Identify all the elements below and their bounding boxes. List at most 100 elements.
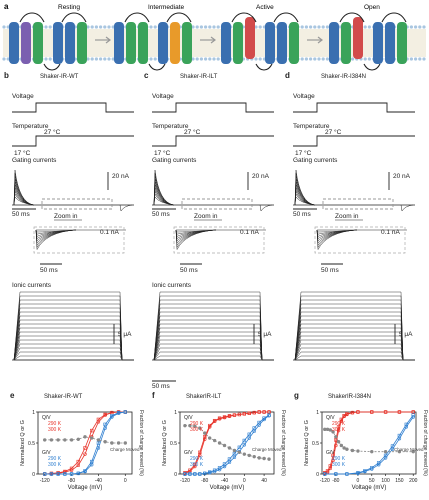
panel-letter: g (294, 391, 299, 400)
ionic-current-trace (294, 315, 415, 361)
ionic-current-trace (13, 339, 134, 361)
temperature-label: Temperature (12, 123, 49, 130)
ionic-time-scale: 50 ms (152, 383, 170, 390)
ionic-scale-label: 5 μA (258, 331, 272, 338)
x-tick-label: -40 (95, 478, 102, 484)
legend-entry: 290 K (332, 456, 346, 462)
data-point (334, 443, 338, 448)
data-point (69, 472, 74, 476)
lipid-head (367, 57, 371, 61)
temperature-trace (152, 135, 274, 147)
ionic-current-trace (13, 355, 134, 361)
data-point (96, 420, 101, 424)
data-point (334, 472, 338, 476)
zoom-frame (173, 226, 265, 254)
x-axis-label: Voltage (mV) (210, 485, 245, 491)
temperature-high: 27 °C (44, 128, 61, 136)
data-point (83, 469, 87, 474)
helix (170, 22, 180, 64)
linker-loop (381, 12, 407, 23)
temperature-low: 17 °C (154, 149, 171, 157)
data-point (83, 452, 87, 456)
data-point (43, 438, 47, 442)
y-tick-label: 1 (174, 410, 177, 416)
voltage-protocol-trace (293, 102, 415, 113)
lipid-head (304, 25, 308, 29)
data-point (252, 410, 256, 415)
data-point (103, 440, 107, 444)
data-point (193, 472, 197, 476)
data-point (227, 457, 232, 461)
zoom-frame (33, 226, 125, 254)
gating-time-scale: 50 ms (12, 211, 30, 218)
gating-currents-label: Gating currents (293, 157, 338, 164)
data-point (397, 436, 402, 441)
y2-axis-label: Fraction of charge moved (%) (280, 410, 286, 476)
state-label-active: Active (256, 4, 274, 11)
y-tick-label: 1 (32, 410, 35, 416)
data-point (183, 472, 187, 476)
lipid-head (195, 57, 199, 61)
data-point (203, 471, 207, 476)
gating-current-trace (294, 169, 316, 206)
data-point (96, 438, 101, 442)
legend-entry: 300 K (332, 427, 346, 433)
data-point (411, 415, 415, 419)
helix (21, 22, 31, 64)
data-point (198, 450, 202, 454)
temperature-label: Temperature (293, 123, 330, 130)
temperature-low: 17 °C (295, 149, 312, 157)
data-point (247, 436, 251, 440)
data-point (232, 448, 237, 453)
data-point (227, 460, 232, 464)
helix (341, 22, 351, 64)
lipid-head (254, 25, 258, 29)
x-tick-label: -120 (320, 478, 330, 484)
linker-loop (19, 12, 45, 23)
ionic-current-trace (153, 323, 274, 361)
voltage-protocol-trace (152, 102, 274, 113)
helix (277, 22, 287, 64)
lipid-head (258, 25, 262, 29)
gating-current-trace (153, 169, 175, 206)
data-point (370, 467, 374, 471)
helix (9, 22, 19, 64)
series-line (324, 416, 414, 475)
data-point (257, 456, 261, 460)
linker-loop (148, 63, 166, 71)
data-point (198, 472, 202, 476)
data-point (370, 449, 374, 454)
y-tick-label: 0 (174, 472, 177, 478)
data-point (193, 424, 197, 428)
data-point (345, 472, 349, 476)
data-point (331, 453, 335, 458)
data-point (328, 466, 332, 471)
data-point (328, 428, 332, 432)
lipid-head (149, 25, 153, 29)
data-point (267, 414, 271, 418)
data-point (90, 436, 94, 440)
panel-f-qv-gv-ilt: f ShakerIR-ILT -120 -80 -40 0 40 0 0.5 1 Voltage (… (152, 391, 286, 491)
lipid-head (409, 57, 413, 61)
zoom-scale-label: 0.1 nA (100, 229, 119, 236)
data-point (103, 426, 107, 430)
ionic-current-trace (294, 291, 415, 361)
lipid-head (195, 25, 199, 29)
helix (397, 22, 407, 64)
x-tick-label: -120 (180, 478, 190, 484)
data-point (345, 412, 349, 417)
series-line (184, 411, 270, 474)
gating-currents-label: Gating currents (152, 157, 197, 164)
charge-moved-annotation: Charge Moved (110, 447, 140, 452)
lipid-head (309, 57, 313, 61)
linker-loop (61, 12, 87, 23)
gating-off-trace (259, 204, 273, 212)
ionic-current-trace (153, 339, 274, 361)
linker-loop (363, 63, 381, 71)
data-point (397, 449, 402, 454)
lipid-head (338, 25, 342, 29)
data-point (90, 463, 94, 467)
helix (233, 22, 243, 64)
